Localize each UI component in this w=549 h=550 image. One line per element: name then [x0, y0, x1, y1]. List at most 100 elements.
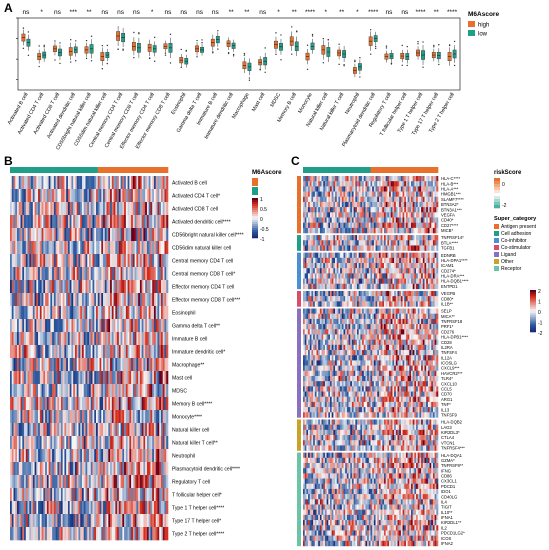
- heatmap-cell: [318, 252, 321, 259]
- heatmap-cell: [11, 319, 14, 333]
- heatmap-cell: [353, 201, 356, 208]
- heatmap-cell: [71, 514, 74, 528]
- heatmap-cell: [333, 263, 336, 269]
- heatmap-cell: [303, 235, 305, 241]
- heatmap-cell: [399, 290, 402, 297]
- heatmap-cell: [416, 278, 419, 284]
- heatmap-cell: [18, 488, 21, 502]
- heatmap-cell: [431, 235, 434, 241]
- heatmap-cell: [422, 283, 425, 290]
- heatmap-cell: [41, 423, 44, 437]
- heatmap-cell: [146, 332, 149, 346]
- heatmap-cell: [316, 290, 319, 297]
- heatmap-cell: [111, 449, 114, 463]
- heatmap-cell: [122, 202, 125, 216]
- score-bar-cell: [89, 167, 92, 173]
- heatmap-cell: [427, 196, 430, 203]
- heatmap-cell: [113, 345, 116, 359]
- score-bar-cell: [18, 167, 21, 173]
- heatmap-cell: [360, 181, 363, 187]
- heatmap-cell: [50, 436, 53, 450]
- heatmap-cell: [309, 196, 312, 203]
- heatmap-cell: [424, 278, 427, 284]
- heatmap-cell: [324, 207, 327, 213]
- risk-bar-cell: [384, 167, 386, 173]
- heatmap-cell: [131, 436, 134, 450]
- heatmap-cell: [351, 186, 354, 192]
- heatmap-cell: [159, 332, 162, 346]
- heatmap-cell: [74, 332, 78, 346]
- heatmap-cell: [15, 254, 18, 268]
- heatmap-cell: [166, 488, 169, 502]
- heatmap-cell: [48, 423, 51, 437]
- heatmap-cell: [108, 514, 111, 528]
- colorbar-segment: [252, 212, 258, 215]
- heatmap-cell: [89, 423, 92, 437]
- heatmap-cell: [139, 358, 142, 372]
- score-bar-cell: [92, 167, 95, 173]
- heatmap-cell: [409, 290, 412, 297]
- heatmap-cell: [367, 245, 370, 251]
- heatmap-cell: [139, 254, 142, 268]
- heatmap-cell: [60, 397, 63, 411]
- heatmap-cell: [345, 227, 348, 234]
- heatmap-cell: [101, 527, 104, 541]
- heatmap-cell: [323, 268, 326, 274]
- heatmap-cell: [365, 212, 368, 218]
- heatmap-cell: [118, 462, 121, 476]
- outlier-point: [169, 33, 172, 36]
- heatmap-cell: [353, 290, 356, 297]
- heatmap-cell: [132, 267, 135, 281]
- heatmap-cell: [38, 254, 41, 268]
- heatmap-cell: [416, 290, 419, 297]
- heatmap-cell: [106, 397, 109, 411]
- heatmap-cell: [385, 273, 388, 279]
- heatmap-cell: [375, 181, 378, 187]
- heatmap-cell: [48, 514, 51, 528]
- heatmap-cell: [60, 319, 63, 333]
- heatmap-cell: [60, 202, 63, 216]
- heatmap-cell: [22, 449, 25, 463]
- heatmap-cell: [395, 235, 398, 241]
- heatmap-cell: [380, 245, 383, 251]
- heatmap-cell: [346, 296, 349, 302]
- outlier-point: [70, 61, 72, 63]
- heatmap-cell: [129, 241, 132, 255]
- heatmap-cell: [341, 201, 344, 208]
- heatmap-cell: [351, 196, 354, 203]
- heatmap-cell: [143, 501, 146, 515]
- heatmap-cell: [32, 267, 35, 281]
- heatmap-cell: [97, 189, 100, 203]
- heatmap-cell: [377, 283, 380, 290]
- score-bar-cell: [111, 167, 114, 173]
- heatmap-cell: [141, 306, 144, 320]
- heatmap-cell: [148, 397, 151, 411]
- heatmap-cell: [382, 201, 385, 208]
- heatmap-cell: [426, 201, 429, 208]
- heatmap-cell: [380, 235, 383, 241]
- heatmap-cell: [427, 176, 430, 182]
- heatmap-cell: [162, 384, 165, 398]
- heatmap-cell: [153, 501, 157, 515]
- outlier-point: [280, 59, 282, 61]
- heatmap-cell: [355, 217, 358, 223]
- heatmap-cell: [115, 462, 118, 476]
- heatmap-cell: [162, 514, 165, 528]
- heatmap-cell: [103, 241, 106, 255]
- heatmap-cell: [136, 267, 139, 281]
- heatmap-cell: [134, 397, 137, 411]
- heatmap-cell: [159, 293, 162, 307]
- heatmap-cell: [110, 436, 113, 450]
- heatmap-cell: [124, 319, 127, 333]
- heatmap-cell: [395, 296, 398, 302]
- heatmap-cell: [436, 181, 439, 187]
- heatmap-cell: [335, 273, 338, 279]
- heatmap-cell: [96, 462, 99, 476]
- heatmap-cell: [417, 222, 420, 229]
- heatmap-cell: [380, 227, 383, 234]
- heatmap-cell: [157, 501, 160, 515]
- heatmap-cell: [152, 215, 155, 229]
- heatmap-cell: [141, 423, 144, 437]
- heatmap-cell: [29, 189, 32, 203]
- heatmap-cell: [390, 283, 393, 290]
